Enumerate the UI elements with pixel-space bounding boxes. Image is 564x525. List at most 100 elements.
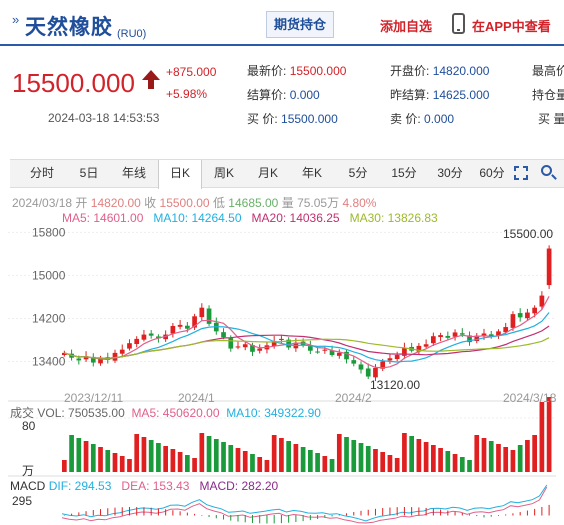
ma-lines [61,296,550,524]
macd-bar [128,507,130,516]
macd-bar [512,513,514,516]
fullscreen-icon[interactable] [514,166,528,180]
tab-weekly-k[interactable]: 周K [213,166,234,180]
macd-dif: DIF: 294.53 [48,479,112,493]
search-icon[interactable] [541,165,557,181]
volume-bar [402,433,407,472]
tab-60min[interactable]: 60分 [479,166,505,180]
volume-bars [62,397,552,472]
candle [431,336,436,344]
tab-yearly-k[interactable]: 年K [301,166,322,180]
macd-bar [63,515,65,516]
macd-bar [534,508,536,516]
macd-tick-label: 295 [12,494,32,508]
macd-bar [396,507,398,516]
kline-open-label: 开 [75,196,88,210]
candle [206,308,212,324]
buy-price-label: 买 价: [247,112,278,126]
tab-year-line[interactable]: 年线 [121,166,146,180]
candle [474,335,480,342]
macd-bar [360,510,362,516]
candle [192,316,197,328]
volume-bar [62,460,67,472]
latest-price-label: 最新价: [247,64,287,78]
macd-bar [548,504,550,516]
volume-bar [134,434,140,472]
kline-chart[interactable]: 15800 15000 14200 13400 2023/12/11 2024/1 2024… [0,223,564,525]
volume-bar [127,459,132,472]
volume-bar [452,454,458,472]
tab-30min[interactable]: 30分 [437,166,463,180]
tab-5day[interactable]: 5日 [79,166,99,180]
tab-intraday[interactable]: 分时 [29,166,54,180]
volume-bar [532,435,537,472]
macd-bar [425,507,427,516]
x-tick-label: 2024/1 [178,391,215,405]
open-price-label: 开盘价: [390,64,430,78]
volume-bar [69,435,74,472]
sell-price-field: 卖 价: 0.000 [390,110,454,127]
candle [387,358,393,361]
candle [351,360,357,364]
candle [322,349,328,351]
tab-daily-k[interactable]: 日K [158,160,202,189]
macd-bar [237,515,239,522]
price-change: +875.000 [166,65,217,79]
macd-bar [346,513,348,516]
volume-unit-label: 万 [22,464,34,478]
macd-bars [63,504,550,524]
candle [525,312,530,319]
volume-bar [539,402,545,472]
macd-bar [382,508,384,516]
period-tabs: 分时 5日 年线 日K 周K 月K 年K 5分 15分 30分 60分 [10,159,564,189]
macd-bar [288,515,290,523]
tab-monthly-k[interactable]: 月K [257,166,278,180]
candle [394,355,400,360]
candle [98,358,103,364]
volume-bar [300,447,306,472]
volume-info: 成交 VOL: 750535.00 MA5: 450620.00 MA10: 3… [10,404,321,421]
open-price-field: 开盘价: 14820.000 [390,62,489,79]
candle [228,338,234,349]
kline-vol: 75.05万 [297,196,340,210]
candle [279,338,284,340]
candle [177,324,183,327]
candle [539,295,545,307]
tab-15min[interactable]: 15分 [391,166,417,180]
futures-holding-button[interactable]: 期货持仓 [266,11,334,38]
volume-ma5: MA5: 450620.00 [131,406,220,420]
macd-bar [201,515,203,516]
candle [488,334,494,337]
y-tick-label: 13400 [32,354,66,368]
candle [257,348,263,351]
macd-bar [541,506,543,516]
ma20-legend: MA20: 14036.25 [251,211,340,225]
macd-dea-line [61,486,548,524]
settle-price-field: 结算价: 0.000 [247,86,320,103]
candle [459,333,465,335]
buy-price-field: 买 价: 15500.000 [247,110,338,127]
x-tick-label: 2024/3/18 [503,391,557,405]
tab-5min[interactable]: 5分 [348,166,368,180]
macd-bar [157,508,159,516]
add-watchlist-button[interactable]: 添加自选 [380,19,433,34]
volume-bar [409,436,414,472]
sell-price-label: 卖 价: [390,112,421,126]
ma5-line [64,296,550,369]
macd-bar [143,507,145,516]
volume-bar [90,444,96,472]
candle [373,367,378,378]
phone-icon[interactable] [452,13,465,34]
settle-price-value: 0.000 [289,88,320,102]
high-price-label: 15500.00 [503,227,553,241]
candle [127,343,132,349]
candle [496,331,501,336]
ma30-legend: MA30: 13826.83 [349,211,438,225]
volume-bar [228,445,234,472]
open-in-app-button[interactable]: 在APP中查看 [472,19,551,34]
volume-bar [156,443,161,472]
macd-bar [432,508,434,516]
macd-bar [497,515,499,516]
macd-bar [244,515,246,523]
y-tick-label: 15800 [32,225,66,239]
